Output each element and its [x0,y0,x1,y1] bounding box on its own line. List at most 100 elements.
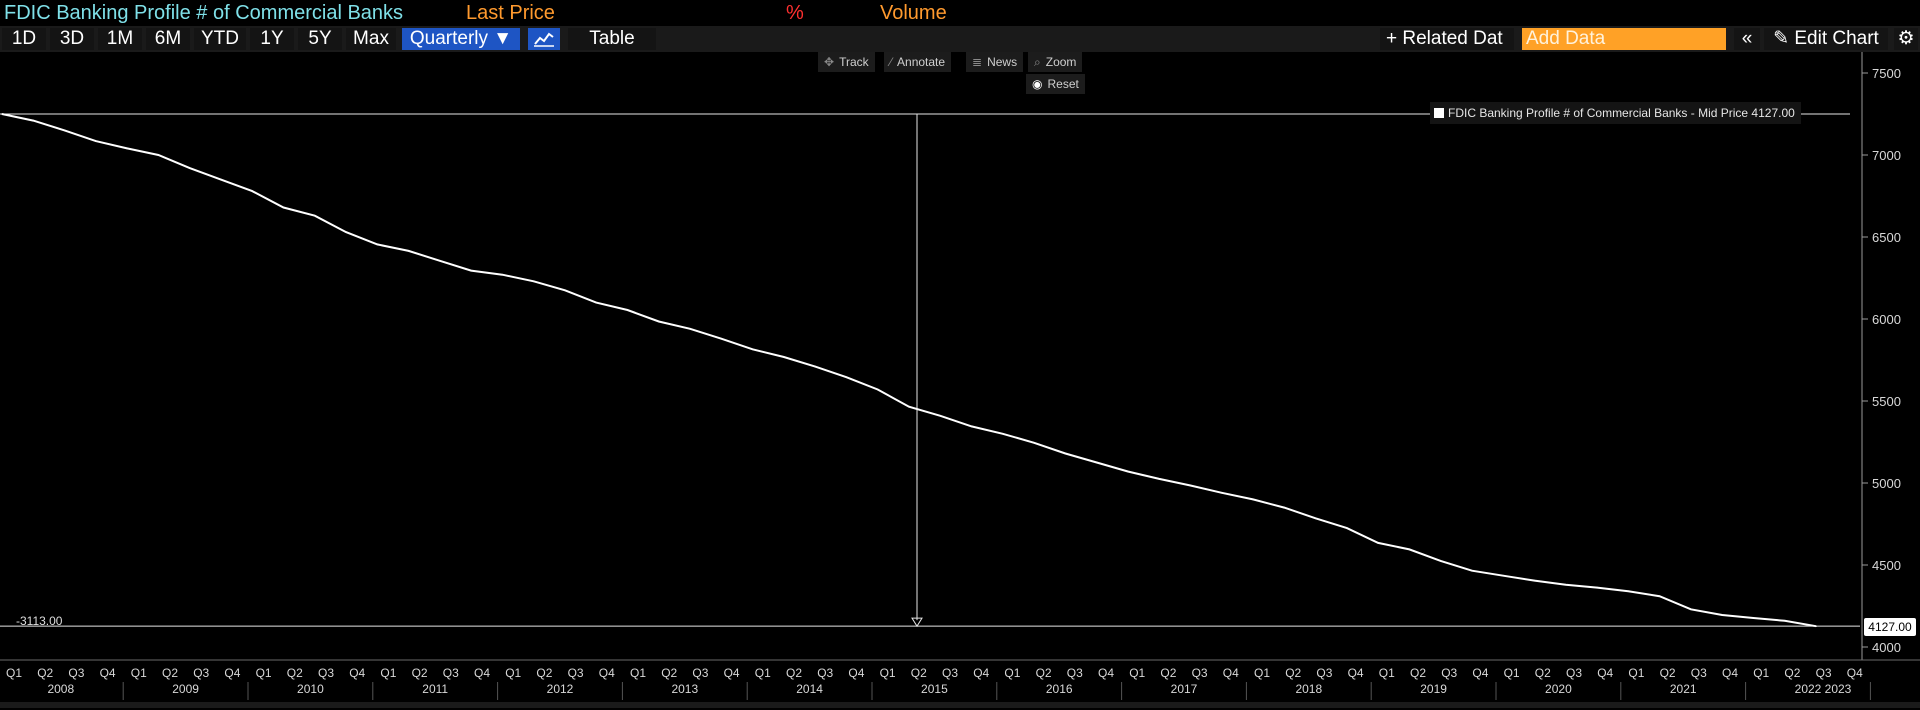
x-tick-label-year: 2011 [422,682,448,696]
scroll-band [0,702,1920,708]
crosshair-icon: ✥ [824,55,835,69]
x-tick-label-quarter: Q1 [1129,666,1145,680]
x-axis-band [0,661,1920,710]
last-price-field-label[interactable]: Last Price [466,2,555,24]
x-tick-label-quarter: Q2 [1410,666,1426,680]
reset-label: Reset [1047,77,1079,91]
data-point [1439,560,1442,562]
y-tick-label: 6000 [1872,312,1901,327]
data-point [282,206,285,209]
data-point [1127,470,1129,473]
x-tick-label-quarter: Q4 [1847,666,1863,680]
chart-type-button[interactable] [528,28,560,50]
x-tick-label-quarter: Q1 [1254,666,1270,680]
period-button-6m[interactable]: 6M [146,28,190,50]
edit-chart-button[interactable]: ✎ Edit Chart [1764,28,1888,50]
x-tick-label-quarter: Q3 [1316,666,1332,680]
x-tick-label-quarter: Q1 [256,666,272,680]
track-label: Track [839,55,869,69]
x-tick-label-quarter: Q1 [755,666,771,680]
data-point [564,289,566,292]
x-tick-label-year: 2009 [172,682,199,696]
x-tick-label-quarter: Q1 [505,666,521,680]
data-point [532,280,535,283]
frequency-dropdown[interactable]: Quarterly ▼ [402,28,520,50]
line-chart[interactable]: 4000 4500 5000 5500 6000 6500 7000 7500 Q1 Q2 Q3 Q4… [0,52,1920,710]
news-tool-button[interactable]: ≣ News [966,52,1024,72]
reset-button[interactable]: ◉ Reset [1026,74,1085,94]
data-point [1627,590,1630,592]
zoom-tool-button[interactable]: ⌕ Zoom [1028,52,1083,72]
data-point [1314,517,1317,520]
low-diff-label: -3113.00 [16,614,63,628]
x-tick-label-year: 2019 [1420,682,1447,696]
data-point [908,405,910,408]
table-button[interactable]: Table [568,28,656,50]
x-tick-label-quarter: Q1 [380,666,396,680]
x-tick-label-quarter: Q4 [1722,666,1738,680]
x-tick-label-quarter: Q3 [1192,666,1208,680]
x-tick-label-quarter: Q4 [599,666,615,680]
data-point [1221,492,1223,494]
gear-icon[interactable]: ⚙ [1894,28,1918,50]
data-point [1721,614,1723,616]
period-button-ytd[interactable]: YTD [194,28,246,50]
x-tick-label-year: 2010 [297,682,324,696]
pencil-icon: ⁄ [890,55,893,69]
data-point [157,154,160,156]
y-tick-label: 6500 [1872,230,1901,245]
x-tick-label-quarter: Q2 [1036,666,1052,680]
legend-text: FDIC Banking Profile # of Commercial Ban… [1448,106,1795,120]
data-point [1596,586,1598,589]
track-tool-button[interactable]: ✥ Track [818,52,875,72]
radio-dot-icon: ◉ [1032,77,1043,91]
period-button-1m[interactable]: 1M [98,28,142,50]
data-point [1346,527,1348,529]
add-data-input[interactable] [1522,28,1726,50]
data-point [1783,620,1786,622]
data-point [1533,579,1536,582]
related-data-button[interactable]: + Related Dat [1380,28,1514,50]
period-button-1d[interactable]: 1D [2,28,46,50]
x-tick-label-quarter: Q2 [1784,666,1800,680]
percent-field-label[interactable]: % [786,2,804,24]
chart-title[interactable]: FDIC Banking Profile # of Commercial Ban… [4,2,404,24]
data-point [1690,608,1692,611]
period-button-max[interactable]: Max [346,28,396,50]
double-chevron-left-icon[interactable]: « [1734,28,1760,50]
x-tick-label-year: 2021 [1670,682,1697,696]
chart-legend[interactable]: FDIC Banking Profile # of Commercial Ban… [1430,102,1801,124]
data-point [126,147,128,150]
data-point [1502,574,1504,577]
data-point [220,178,222,181]
x-tick-label-quarter: Q3 [692,666,708,680]
period-button-5y[interactable]: 5Y [298,28,342,50]
x-tick-label-quarter: Q2 [1160,666,1176,680]
marker-arrow [911,617,923,628]
x-tick-label-quarter: Q3 [68,666,84,680]
x-tick-label-quarter: Q3 [1566,666,1582,680]
y-tick-label: 7500 [1872,66,1901,81]
data-point [689,328,691,330]
data-point [1283,506,1286,509]
x-tick-label-quarter: Q4 [848,666,864,680]
x-tick-label-year: 2012 [547,682,574,696]
data-point [1752,617,1755,619]
x-tick-label-quarter: Q1 [1753,666,1769,680]
data-point [1,113,3,115]
news-icon: ≣ [972,55,983,69]
period-button-1y[interactable]: 1Y [250,28,294,50]
x-tick-label-quarter: Q3 [443,666,459,680]
data-point [439,260,441,262]
volume-field-label[interactable]: Volume [880,2,947,24]
x-tick-label-quarter: Q3 [817,666,833,680]
series-line [1,113,1817,628]
y-tick-label: 7000 [1872,148,1901,163]
x-tick-label-quarter: Q4 [100,666,116,680]
data-point [1158,478,1160,480]
period-button-3d[interactable]: 3D [50,28,94,50]
data-point [188,167,191,169]
y-tick-label: 5000 [1872,476,1901,491]
zoom-label: Zoom [1045,55,1077,69]
annotate-tool-button[interactable]: ⁄ Annotate [884,52,952,72]
